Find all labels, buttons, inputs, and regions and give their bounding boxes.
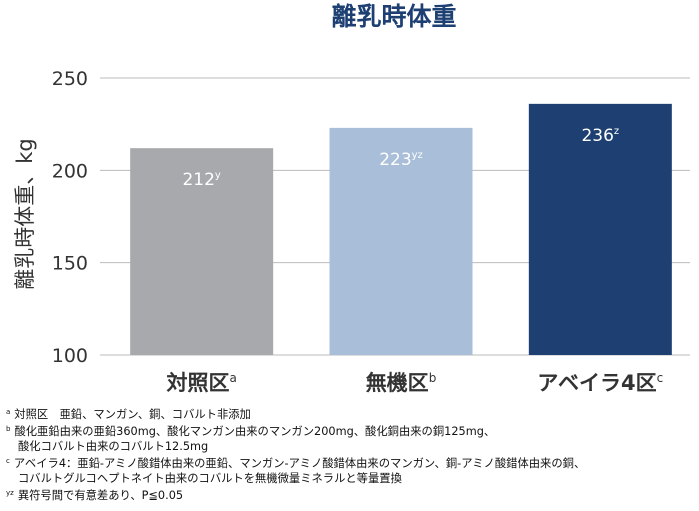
- x-tick-label-superscript: c: [657, 371, 664, 385]
- x-tick-label: 無機区b: [366, 371, 437, 395]
- y-tick-label: 200: [52, 160, 88, 182]
- footnote-line: 酸化コバルト由来のコバルト12.5mg: [6, 439, 696, 454]
- y-tick-labels: 100 150 200 250: [52, 68, 88, 367]
- footnote-text: 異符号間で有意差あり、P≦0.05: [17, 489, 184, 502]
- x-tick-label-superscript: a: [229, 371, 236, 385]
- x-tick-labels: 対照区a 無機区b アベイラ4区c: [166, 371, 663, 395]
- data-label-value: 236: [581, 126, 613, 146]
- data-label: 223yz: [379, 150, 423, 170]
- footnote-text: コバルトグルコヘプトネイト由来のコバルトを無機微量ミネラルと等量置換: [18, 472, 402, 485]
- footnote-line: b 酸化亜鉛由来の亜鉛360mg、酸化マンガン由来のマンガン200mg、酸化銅由来…: [6, 422, 696, 439]
- data-label: 212y: [182, 170, 220, 190]
- footnote-text: アベイラ4：亜鉛-アミノ酸錯体由来の亜鉛、マンガン-アミノ酸錯体由来のマンガン、…: [13, 457, 586, 470]
- x-tick-label-text: 対照区: [166, 371, 229, 395]
- x-tick-label: 対照区a: [166, 371, 236, 395]
- data-label-superscript: z: [614, 126, 619, 137]
- footnote-marker: a: [6, 408, 11, 416]
- footnote-marker: yz: [6, 489, 14, 497]
- footnote-line: コバルトグルコヘプトネイト由来のコバルトを無機微量ミネラルと等量置換: [6, 471, 696, 486]
- y-axis-label: 離乳時体重、kg: [13, 138, 37, 290]
- x-tick-label-text: 無機区: [366, 371, 429, 395]
- footnote-line: c アベイラ4：亜鉛-アミノ酸錯体由来の亜鉛、マンガン-アミノ酸錯体由来のマンガン…: [6, 454, 696, 471]
- footnote-marker: b: [6, 425, 11, 433]
- x-tick-label-superscript: b: [429, 371, 437, 385]
- y-tick-label: 100: [52, 345, 88, 367]
- footnote-line: yz 異符号間で有意差あり、P≦0.05: [6, 486, 696, 503]
- data-label: 236z: [581, 126, 619, 146]
- x-tick-label: アベイラ4区c: [537, 371, 663, 395]
- y-tick-label: 250: [52, 68, 88, 90]
- footnote-text: 酸化亜鉛由来の亜鉛360mg、酸化マンガン由来のマンガン200mg、酸化銅由来の…: [14, 425, 496, 438]
- chart-title: 離乳時体重: [331, 2, 456, 31]
- bar: [329, 127, 473, 355]
- footnotes: a 対照区 亜鉛、マンガン、銅、コバルト非添加 b 酸化亜鉛由来の亜鉛360mg、酸化…: [6, 405, 696, 503]
- data-label-superscript: y: [215, 170, 221, 181]
- x-tick-label-text: アベイラ4区: [537, 371, 656, 395]
- bar: [130, 148, 274, 355]
- footnote-text: 酸化コバルト由来のコバルト12.5mg: [18, 440, 209, 453]
- footnote-line: a 対照区 亜鉛、マンガン、銅、コバルト非添加: [6, 405, 696, 422]
- bars: [130, 103, 672, 355]
- data-label-value: 223: [379, 150, 411, 170]
- footnote-marker: c: [6, 457, 10, 465]
- y-tick-label: 150: [52, 253, 88, 275]
- bar: [528, 103, 672, 355]
- data-label-superscript: yz: [412, 150, 423, 161]
- footnote-text: 対照区 亜鉛、マンガン、銅、コバルト非添加: [14, 408, 251, 421]
- data-label-value: 212: [182, 170, 214, 190]
